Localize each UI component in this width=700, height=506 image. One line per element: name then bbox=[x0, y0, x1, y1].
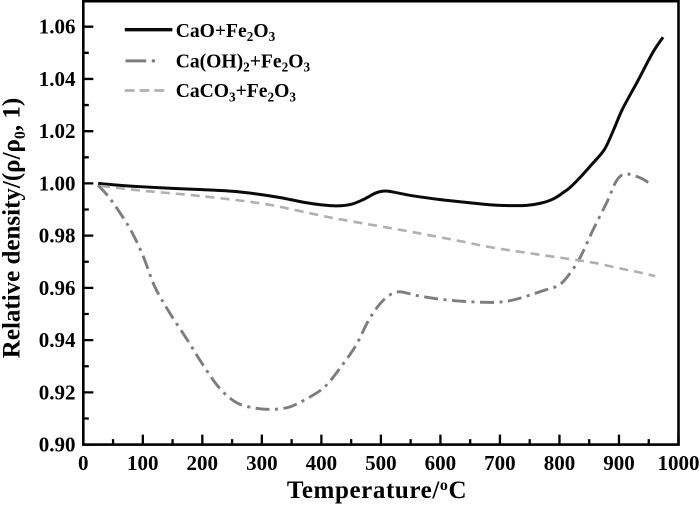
svg-text:0.96: 0.96 bbox=[39, 276, 76, 300]
svg-text:800: 800 bbox=[544, 451, 576, 475]
svg-text:300: 300 bbox=[246, 451, 278, 475]
svg-text:1000: 1000 bbox=[658, 451, 700, 475]
svg-text:1.06: 1.06 bbox=[39, 15, 76, 39]
svg-text:Temperature/oC: Temperature/oC bbox=[287, 477, 467, 504]
svg-text:Relative density/(ρ/ρ0, 1): Relative density/(ρ/ρ0, 1) bbox=[0, 98, 29, 358]
svg-text:1.04: 1.04 bbox=[39, 67, 76, 91]
svg-text:CaO+Fe2​O3​: CaO+Fe2​O3​ bbox=[176, 21, 276, 44]
svg-text:0.90: 0.90 bbox=[39, 433, 76, 457]
svg-text:1.02: 1.02 bbox=[39, 119, 76, 143]
svg-text:0.98: 0.98 bbox=[39, 224, 76, 248]
svg-text:100: 100 bbox=[127, 451, 159, 475]
svg-text:400: 400 bbox=[306, 451, 338, 475]
svg-text:0.94: 0.94 bbox=[39, 328, 76, 352]
svg-text:200: 200 bbox=[187, 451, 219, 475]
svg-text:700: 700 bbox=[484, 451, 516, 475]
svg-text:500: 500 bbox=[365, 451, 397, 475]
svg-text:600: 600 bbox=[425, 451, 457, 475]
svg-text:CaCO3​+Fe2​O3​: CaCO3​+Fe2​O3​ bbox=[176, 81, 297, 104]
svg-text:1.00: 1.00 bbox=[39, 171, 76, 195]
svg-text:0.92: 0.92 bbox=[39, 380, 76, 404]
svg-text:0: 0 bbox=[78, 451, 89, 475]
svg-text:Ca(OH)2​+Fe2​O3​: Ca(OH)2​+Fe2​O3​ bbox=[176, 52, 311, 75]
svg-text:900: 900 bbox=[603, 451, 635, 475]
